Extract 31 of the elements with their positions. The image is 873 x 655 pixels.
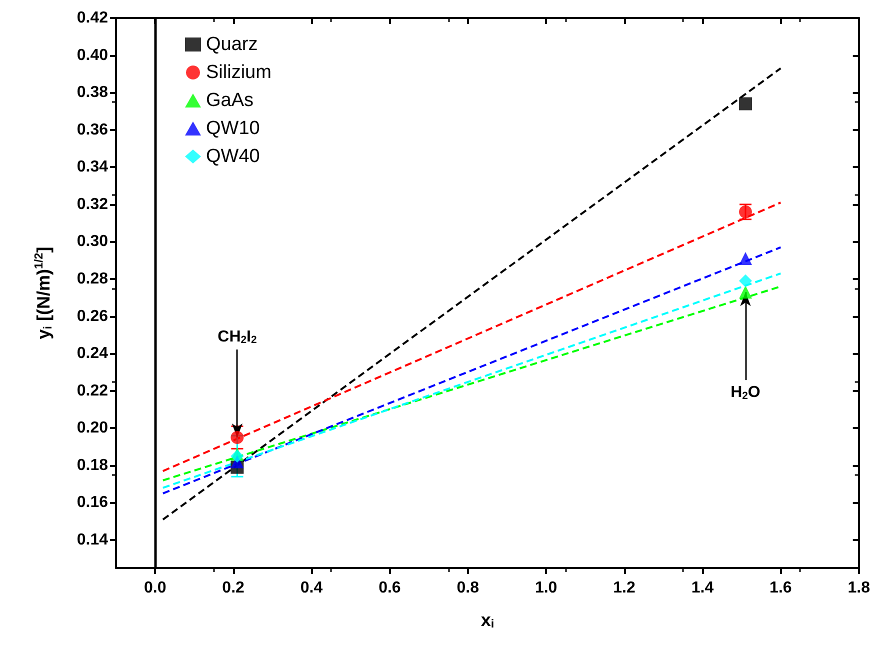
y-tick-label: 0.26: [76, 308, 108, 325]
y-tick-label: 0.14: [76, 532, 108, 549]
legend-label: Silizium: [206, 62, 272, 83]
legend-label: QW10: [206, 118, 260, 139]
y-tick-label: 0.36: [76, 121, 108, 138]
legend-label: QW40: [206, 146, 260, 167]
y-tick-label: 0.20: [76, 420, 108, 437]
x-tick-label: 0.0: [144, 580, 166, 596]
y-axis-title: yi [(N/m)1/2]: [32, 246, 54, 340]
y-tick-label: 0.24: [76, 345, 108, 362]
x-tick-label: 1.2: [613, 580, 636, 596]
y-tick-label: 0.18: [76, 456, 108, 474]
legend-label: Quarz: [206, 34, 258, 55]
x-tick-label: 0.4: [300, 580, 323, 596]
y-tick-label: 0.22: [76, 382, 108, 400]
y-tick-label: 0.16: [76, 494, 108, 512]
y-tick-label: 0.42: [76, 10, 108, 26]
y-tick-label: 0.30: [76, 233, 108, 250]
legend-label: GaAs: [206, 90, 254, 111]
y-tick-label: 0.32: [76, 196, 108, 213]
y-tick-label: 0.34: [76, 158, 108, 176]
y-tick-label: 0.38: [76, 84, 108, 102]
x-tick-label: 0.8: [456, 580, 480, 596]
x-tick-label: 0.6: [378, 580, 401, 596]
x-tick-label: 1.4: [691, 580, 714, 596]
x-tick-label: 1.0: [534, 580, 558, 596]
y-tick-label: 0.28: [76, 270, 108, 288]
x-tick-label: 1.8: [848, 580, 870, 596]
y-tick-label: 0.40: [76, 46, 108, 64]
x-tick-label: 0.2: [222, 580, 245, 596]
x-tick-label: 1.6: [770, 580, 792, 596]
